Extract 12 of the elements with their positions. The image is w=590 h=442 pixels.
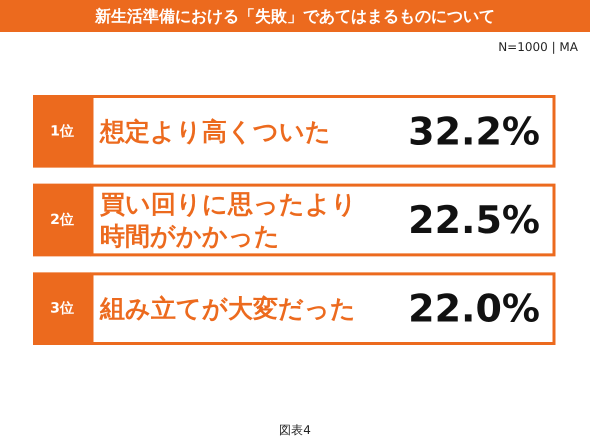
category-label: 買い回りに思ったより時間がかかった: [99, 190, 357, 250]
text: 図表4: [279, 423, 311, 437]
data-label: 22.5%: [408, 198, 540, 242]
data-label: 32.2%: [408, 109, 540, 154]
text: 新生活準備における「失敗」であてはまるものについて: [94, 6, 495, 26]
category-label: 1位: [50, 123, 74, 140]
category-label: 組み立てが大変だった: [99, 294, 356, 324]
category-label: 2位: [50, 212, 74, 228]
text: N=1000 | MA: [498, 40, 579, 54]
category-label: 3位: [50, 300, 74, 317]
data-label: 22.0%: [408, 286, 540, 331]
category-label: 想定より高くついた: [99, 116, 331, 146]
